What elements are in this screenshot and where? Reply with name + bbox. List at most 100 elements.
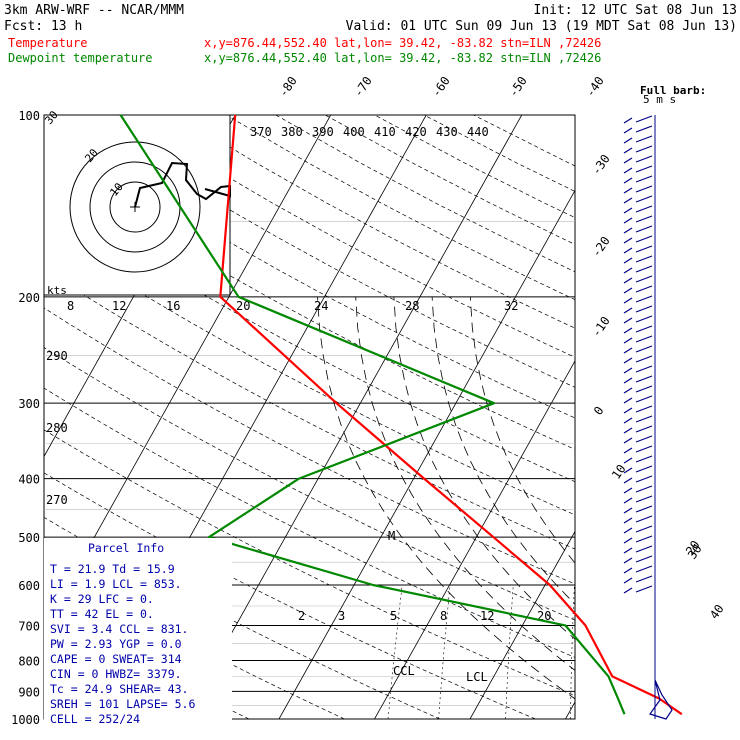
pressure-label-1000: 1000	[11, 713, 40, 727]
wind-barb	[635, 475, 653, 483]
wind-barb	[635, 255, 653, 263]
mixing-ratio-5	[505, 584, 514, 719]
pressure-label-200: 200	[18, 291, 40, 305]
wind-barb-flag	[623, 197, 633, 204]
wind-barb-flag	[623, 407, 633, 414]
mixing-label-bottom: 12	[480, 609, 494, 623]
model-title: 3km ARW-WRF -- NCAR/MMM	[4, 3, 184, 18]
wind-barb	[635, 365, 653, 373]
hodograph-ring	[109, 181, 161, 233]
wind-barb-flag	[623, 507, 633, 514]
wind-barb-flag	[623, 517, 633, 524]
init-time: Init: 12 UTC Sat 08 Jun 13	[534, 3, 738, 18]
wind-barb-flag	[623, 137, 633, 144]
parcel-info-row: TT = 42 EL = 0.	[50, 607, 154, 621]
dry-adiabat-380	[77, 115, 575, 388]
theta-label: 390	[312, 125, 334, 139]
isotherm--10	[374, 360, 575, 719]
wind-barb	[635, 405, 653, 413]
wind-barb	[635, 575, 653, 583]
parcel-info-row: SVI = 3.4 CCL = 831.	[50, 622, 188, 636]
wind-barb	[635, 275, 653, 283]
legend-temperature-info: x,y=876.44,552.40 lat,lon= 39.42, -83.82…	[204, 36, 601, 50]
wind-barb	[635, 555, 653, 563]
pressure-label-600: 600	[18, 579, 40, 593]
isotherm-20	[661, 115, 740, 719]
wind-barb	[635, 455, 653, 463]
wind-barb-flag	[623, 547, 633, 554]
sounding-curves	[119, 114, 683, 716]
dry-adiabat-390	[127, 115, 575, 358]
isotherm-10	[565, 701, 575, 719]
barb-key-title: Full barb:	[640, 84, 706, 97]
wind-barb-flag	[623, 397, 633, 404]
dry-adiabat-340	[44, 231, 575, 516]
wind-barb	[635, 415, 653, 423]
wind-barb	[635, 345, 653, 353]
wind-barb-flag	[623, 117, 633, 124]
wind-barb	[635, 145, 653, 153]
mixing-label-top: 16	[166, 299, 180, 313]
wind-barb	[635, 535, 653, 543]
wind-barb	[635, 525, 653, 533]
ccl-label: CCL	[393, 664, 415, 678]
wind-barb	[635, 335, 653, 343]
theta-label: 430	[436, 125, 458, 139]
wind-barb	[635, 185, 653, 193]
parcel-info-box: Parcel Info T = 21.9 Td = 15.9LI = 1.9 L…	[44, 538, 232, 728]
isotherm--20	[278, 189, 575, 719]
mixing-label-top: 24	[314, 299, 328, 313]
wind-barb-flag	[623, 277, 633, 284]
level-marker-m: M	[388, 529, 395, 543]
wind-barb	[635, 305, 653, 313]
wind-barb	[635, 325, 653, 333]
dry-adiabat-410	[226, 115, 575, 300]
wind-barbs	[623, 115, 673, 720]
right-temp-label: 10	[609, 462, 629, 482]
wind-barb-flag	[623, 247, 633, 254]
wind-barb-flag	[623, 317, 633, 324]
right-temp-label: 20	[683, 538, 703, 558]
wind-barb-flag	[623, 207, 633, 214]
mixing-ratio-12	[629, 585, 630, 719]
wind-barb	[635, 205, 653, 213]
right-temp-label: 0	[591, 404, 607, 418]
wind-barb	[635, 125, 653, 133]
wind-barb	[635, 285, 653, 293]
barb-key-units: 5 m s	[643, 93, 676, 106]
mixing-label-bottom: 3	[338, 609, 345, 623]
wind-barb-flag	[623, 437, 633, 444]
mixing-label-bottom: 5	[390, 609, 397, 623]
mixing-ratio-3	[438, 584, 451, 719]
mixing-ratio-8	[570, 584, 575, 719]
hodograph-label: kts	[47, 284, 67, 297]
theta-label: 440	[467, 125, 489, 139]
parcel-info-rows: T = 21.9 Td = 15.9LI = 1.9 LCL = 853.K =…	[50, 562, 195, 726]
wind-barb	[635, 425, 653, 433]
wind-barb	[635, 165, 653, 173]
mixing-label-top: 8	[67, 299, 74, 313]
pressure-label-100: 100	[18, 109, 40, 123]
mixing-ratio-20	[702, 585, 706, 719]
dry-adiabat-430	[325, 115, 575, 245]
theta-label: 400	[343, 125, 365, 139]
wind-barb-flag	[623, 347, 633, 354]
moist-adiabat-2	[393, 296, 575, 640]
wind-barb-flag	[623, 487, 633, 494]
wind-barb-flag	[623, 467, 633, 474]
wind-barb	[635, 175, 653, 183]
upper-temp-label: -60	[429, 74, 453, 100]
mixing-label-top: 12	[112, 299, 126, 313]
theta-label: 420	[405, 125, 427, 139]
wind-barb	[635, 135, 653, 143]
pressure-label-800: 800	[18, 654, 40, 668]
right-temp-label: -20	[589, 234, 613, 260]
right-temp-label: 30	[685, 542, 705, 562]
wind-barb	[635, 225, 653, 233]
dry-adiabat-290	[44, 429, 575, 697]
upper-temp-label: -50	[506, 74, 530, 100]
wind-barb	[635, 445, 653, 453]
parcel-info-row: Tc = 24.9 SHEAR= 43.	[50, 682, 188, 696]
